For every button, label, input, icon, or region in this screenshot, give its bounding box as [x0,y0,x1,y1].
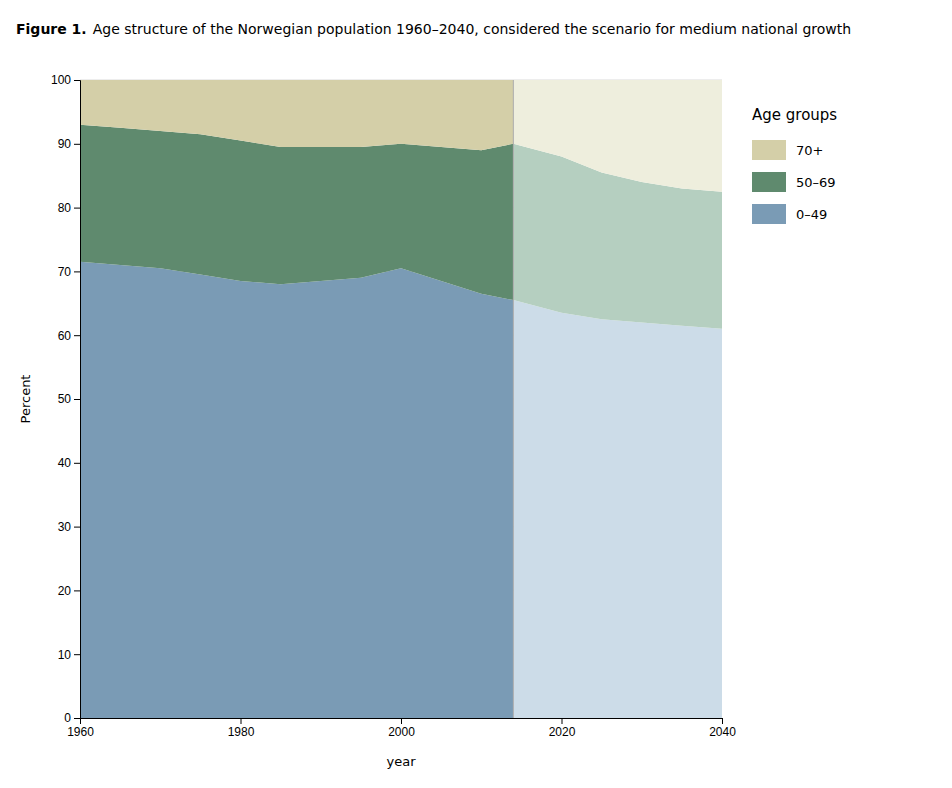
legend-label: 70+ [796,143,823,158]
legend-swatch [752,140,786,160]
y-tick-mark [74,271,80,272]
y-tick-label: 90 [58,137,72,151]
x-tick-mark [722,718,723,724]
y-tick-mark [74,718,80,719]
legend-title: Age groups [752,106,837,124]
y-tick-mark [74,399,80,400]
area-historical [80,262,513,718]
subtitle: Age structure of the Norwegian populatio… [93,21,851,37]
x-tick: 2040 [709,718,736,739]
plot: 1960 1980 2000 2020 2040 0 10 20 30 40 50 60 70 80 90 1… [18,73,736,769]
y-tick-label: 40 [58,456,72,470]
legend-label: 0–49 [796,207,827,222]
legend-item: 0–49 [752,204,827,224]
legend: Age groups 70+ 50–69 0–49 [752,106,837,224]
x-axis: 1960 1980 2000 2020 2040 [67,718,736,739]
x-tick-mark [401,718,402,724]
y-tick: 10 [58,648,80,662]
legend-item: 70+ [752,140,823,160]
divider-line [513,80,514,718]
y-tick-label: 50 [58,392,72,406]
x-axis-line [81,719,723,725]
y-tick-mark [74,590,80,591]
y-axis-title: Percent [18,375,33,424]
x-tick-label: 1980 [228,725,255,739]
area-projected [513,80,722,192]
y-tick: 30 [58,520,80,534]
y-tick-mark [74,144,80,145]
y-tick-label: 20 [58,584,72,598]
y-tick: 0 [64,711,80,725]
legend-swatch [752,172,786,192]
y-tick: 40 [58,456,80,470]
x-tick: 2000 [388,718,415,739]
y-tick-label: 60 [58,329,72,343]
y-tick: 60 [58,329,80,343]
x-tick-label: 2040 [709,725,736,739]
y-tick-label: 0 [64,711,71,725]
x-tick-label: 1960 [67,725,94,739]
y-tick-label: 10 [58,648,72,662]
area-projected [513,300,722,718]
y-tick-label: 30 [58,520,72,534]
areas [80,80,722,718]
chart: Figure 1. Age structure of the Norwegian … [0,0,952,788]
area-historical [80,125,513,300]
y-tick: 100 [51,73,80,87]
y-axis: 0 10 20 30 40 50 60 70 80 90 100 [51,73,81,725]
area-historical [80,80,513,150]
y-tick: 50 [58,392,80,406]
y-tick-mark [74,527,80,528]
grid [80,80,722,718]
y-tick: 70 [58,265,80,279]
x-tick-label: 2000 [388,725,415,739]
title: Figure 1. [16,21,87,37]
y-tick-label: 100 [51,73,71,87]
y-tick-mark [74,463,80,464]
x-axis-title: year [386,754,416,769]
y-tick-label: 70 [58,265,72,279]
y-tick-mark [74,654,80,655]
x-tick-mark [562,718,563,724]
legend-label: 50–69 [796,175,836,190]
legend-swatch [752,204,786,224]
y-tick-mark [74,335,80,336]
y-tick-mark [74,208,80,209]
y-tick: 20 [58,584,80,598]
y-tick-mark [74,80,80,81]
y-tick-label: 80 [58,201,72,215]
x-tick-label: 2020 [549,725,576,739]
legend-item: 50–69 [752,172,836,192]
x-tick: 1980 [228,718,255,739]
x-tick: 1960 [67,718,94,739]
x-tick-mark [241,718,242,724]
y-tick: 90 [58,137,80,151]
y-axis-line [74,81,81,719]
y-tick: 80 [58,201,80,215]
title-line: Figure 1. Age structure of the Norwegian … [16,21,851,37]
x-tick: 2020 [549,718,576,739]
